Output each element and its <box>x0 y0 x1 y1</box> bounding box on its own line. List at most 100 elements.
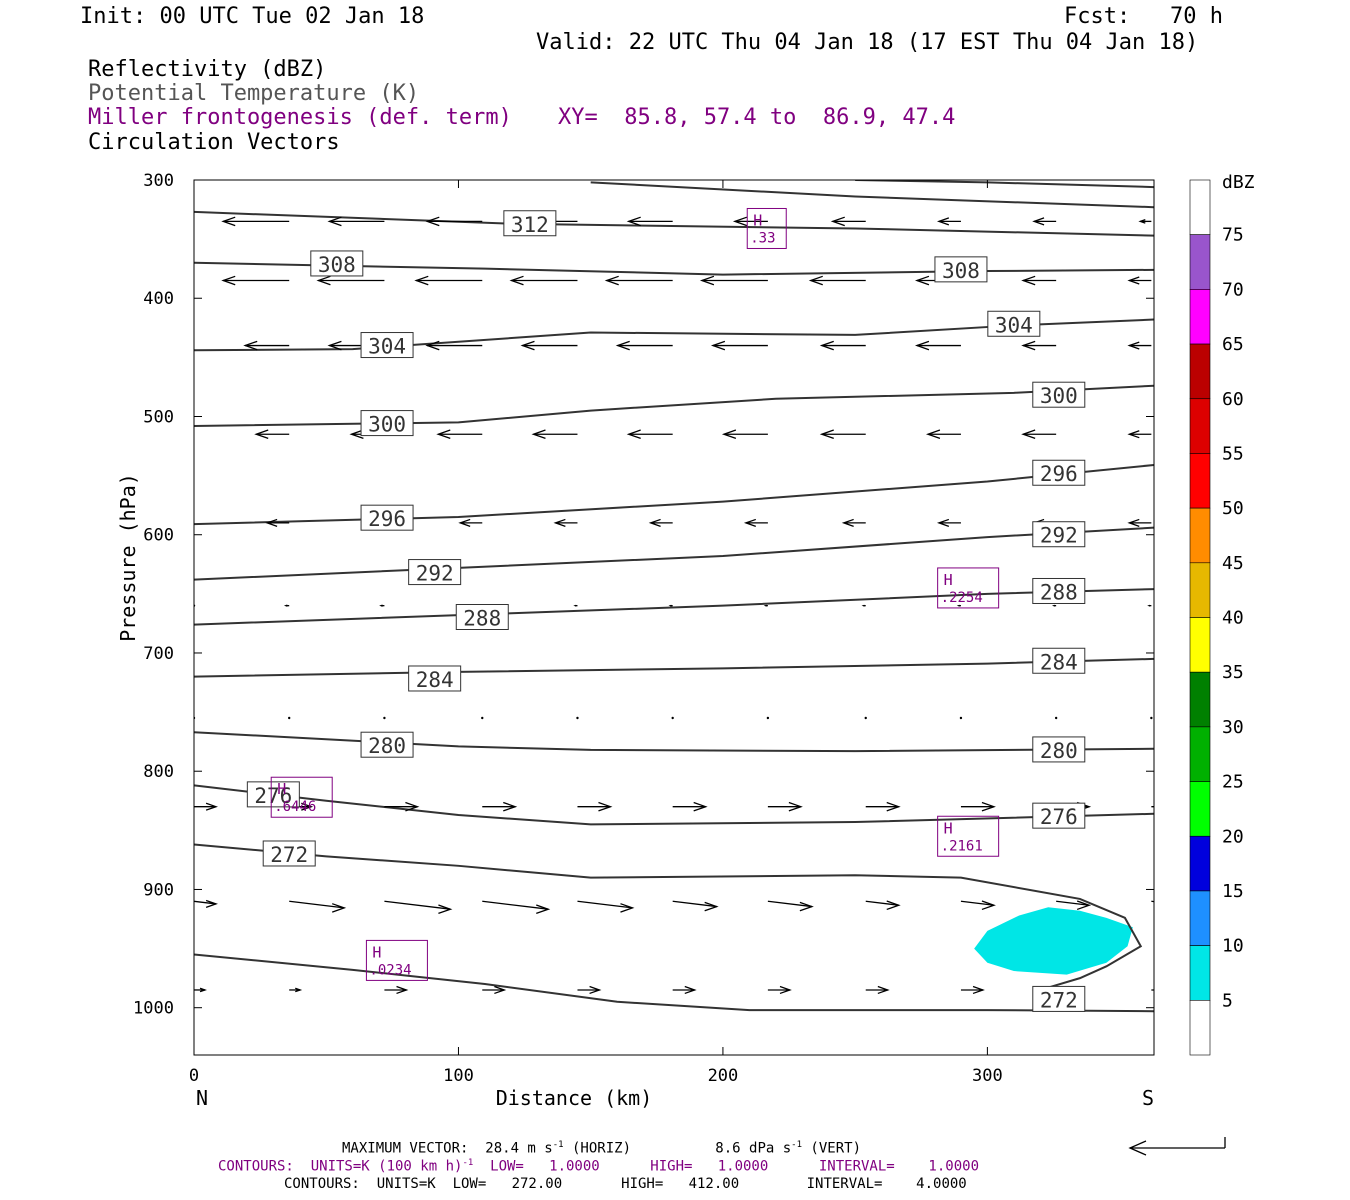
circulation-vector <box>379 604 385 607</box>
vector-head <box>396 985 409 995</box>
vector-head <box>150 341 162 349</box>
theta-contour-label: 280 <box>360 731 414 758</box>
vector-head <box>379 604 383 607</box>
contour-label-text: 276 <box>1040 805 1078 829</box>
circulation-vector <box>482 900 551 915</box>
vector-shaft <box>482 900 549 910</box>
miller-high-box <box>746 207 787 249</box>
vector-head <box>1076 900 1092 911</box>
circulation-vector <box>383 716 386 720</box>
vector-head <box>604 275 619 286</box>
vector-head <box>1051 604 1056 607</box>
colorbar-label: 75 <box>1222 225 1244 246</box>
circulation-vector <box>936 217 961 226</box>
vector-head <box>808 275 823 286</box>
contour-label-text: 280 <box>1040 739 1078 763</box>
colorbar-label: 60 <box>1222 389 1244 410</box>
contour-label-text: 272 <box>1040 988 1078 1012</box>
vector-shaft <box>960 900 995 906</box>
contour-label-box <box>360 332 414 359</box>
theta-contour-line <box>194 526 1154 581</box>
vector-head <box>1163 987 1173 994</box>
circulation-vector <box>1051 604 1057 607</box>
circulation-vector <box>1151 900 1154 903</box>
contour-label-text: 308 <box>318 253 356 277</box>
south-end-label: S <box>1142 1086 1154 1110</box>
circulation-vector <box>861 604 866 607</box>
circulation-vector <box>520 340 578 351</box>
circulation-vector <box>384 985 409 995</box>
vector-head <box>221 216 236 227</box>
theta-contour-label: 300 <box>1032 381 1086 408</box>
vector-head <box>316 275 331 286</box>
miller-high-box <box>937 815 1000 857</box>
circulation-vector <box>626 429 673 440</box>
contour-label-text: 280 <box>368 734 406 758</box>
vector-head <box>1127 518 1140 527</box>
contour-label-box <box>934 256 988 283</box>
vector-head <box>972 985 985 995</box>
vector-head <box>936 217 950 226</box>
theta-contour-label: 312 <box>503 210 557 237</box>
vector-head <box>1127 341 1140 350</box>
vector-head <box>405 801 420 812</box>
circulation-vector <box>509 275 578 286</box>
vector-head <box>589 985 602 995</box>
circulation-vector <box>1127 430 1152 439</box>
vector-head <box>763 604 767 607</box>
contour-label-text: 304 <box>368 335 406 359</box>
x-axis-label: Distance (km) <box>496 1086 653 1110</box>
circulation-vector <box>243 340 290 351</box>
circulation-vector <box>577 985 602 995</box>
circulation-vector <box>960 985 985 995</box>
circulation-vector <box>841 518 866 527</box>
vector-shaft <box>1056 900 1090 906</box>
vector-head <box>743 518 756 527</box>
vector-head <box>693 801 708 812</box>
x-tick-label: 0 <box>189 1066 199 1086</box>
theta-contour-label: 288 <box>455 604 509 631</box>
theta-contour-label: 300 <box>360 410 414 437</box>
vector-head <box>139 276 151 284</box>
miller-high-marker: H.2254 <box>937 567 1000 609</box>
theta-contour-label: 292 <box>1032 521 1086 548</box>
circulation-vector <box>865 900 901 911</box>
vector-head <box>925 429 941 440</box>
circulation-vector <box>414 275 483 286</box>
vector-head <box>981 900 996 911</box>
contour-label-box <box>262 840 316 867</box>
colorbar-title: dBZ <box>1222 172 1255 193</box>
circulation-vector <box>936 518 961 527</box>
vector-head <box>1021 429 1036 440</box>
vector-head <box>199 987 207 993</box>
theta-contour-label: 276 <box>1032 802 1086 829</box>
vector-head <box>699 275 715 286</box>
vector-head <box>841 518 854 527</box>
contour-label-box <box>360 504 414 531</box>
circulation-vector <box>1032 217 1057 226</box>
field-theta: Potential Temperature (K) <box>88 81 420 106</box>
theta-contour-label: 304 <box>987 310 1041 337</box>
colorbar-swatch <box>1189 835 1211 892</box>
colorbar-label: 10 <box>1222 936 1244 957</box>
circulation-vector <box>865 985 890 995</box>
vector-shaft <box>1151 900 1154 903</box>
vector-head <box>1021 340 1036 351</box>
circulation-vector <box>194 987 207 993</box>
vector-head <box>1147 604 1151 607</box>
colorbar-label: 50 <box>1222 498 1244 519</box>
vector-head <box>936 518 950 527</box>
circulation-vector <box>194 802 218 811</box>
circulation-vector <box>553 518 578 527</box>
vector-head <box>779 985 792 995</box>
vector-head <box>914 275 930 286</box>
colorbar-label: 5 <box>1222 990 1233 1011</box>
circulation-vector <box>864 716 867 720</box>
theta-contour-label: 272 <box>1032 985 1086 1012</box>
vector-head <box>295 987 303 993</box>
circulation-vector <box>384 801 420 812</box>
colorbar-swatch <box>1189 179 1211 235</box>
circulation-vector <box>288 716 291 720</box>
theta-contour-line <box>194 588 1154 626</box>
contour-label-box <box>1032 381 1086 408</box>
